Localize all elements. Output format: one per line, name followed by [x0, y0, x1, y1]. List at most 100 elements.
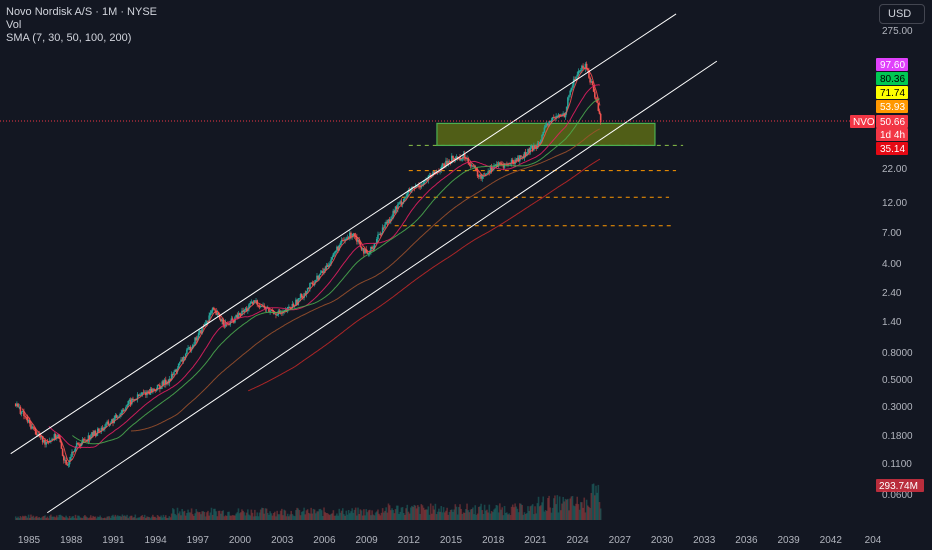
candle-body: [119, 413, 121, 417]
volume-bar: [528, 510, 530, 520]
candle-body: [332, 253, 335, 258]
candle-body: [307, 287, 310, 289]
candle-body: [295, 299, 297, 306]
volume-bar: [352, 512, 355, 520]
candle-body: [557, 114, 560, 117]
volume-bar: [203, 511, 206, 520]
volume-bar: [500, 509, 502, 520]
volume-bar: [169, 517, 172, 520]
candle-body: [87, 435, 90, 442]
candle-body: [350, 232, 352, 238]
volume-bar: [221, 511, 223, 520]
candle-body: [78, 443, 80, 446]
volume-bar: [225, 515, 228, 520]
candle-body: [534, 145, 536, 148]
time-axis[interactable]: 1985 1988 1991 1994 1997 2000 2003 2006 2009 2012…: [18, 535, 882, 546]
candle-body: [235, 314, 237, 318]
candle-body: [529, 147, 532, 153]
volume-bar: [33, 517, 36, 520]
volume-bar: [26, 517, 29, 520]
volume-bar: [277, 514, 280, 520]
volume-bar: [399, 511, 402, 520]
time-tick-label: 2027: [609, 535, 632, 546]
candle-body: [517, 157, 520, 162]
candle-body: [25, 416, 28, 418]
volume-bar: [21, 515, 24, 520]
volume-bar: [206, 512, 208, 520]
candle-body: [51, 438, 53, 441]
volume-bar: [439, 511, 441, 520]
candle-body: [116, 417, 119, 418]
candle-body: [552, 117, 555, 118]
candle-body: [58, 434, 60, 439]
volume-bar: [306, 509, 309, 520]
volume-indicator-label: Vol: [6, 19, 22, 31]
volume-bar: [407, 511, 410, 520]
time-tick-label: 204: [865, 535, 882, 546]
candle-body: [105, 423, 107, 428]
candle-body: [148, 392, 151, 395]
volume-bar: [341, 508, 344, 520]
time-tick-label: 2003: [271, 535, 294, 546]
candle-body: [598, 110, 601, 114]
volume-bar: [289, 514, 291, 520]
volume-bar: [324, 512, 326, 520]
volume-bar: [181, 508, 183, 520]
volume-bar: [145, 518, 147, 520]
volume-bar: [366, 512, 369, 520]
volume-bar: [441, 512, 444, 520]
candle-body: [220, 318, 222, 322]
candle-body: [150, 388, 153, 393]
volume-bar: [332, 510, 335, 520]
volume-bar: [351, 508, 353, 520]
candle-body: [387, 219, 390, 224]
candle-body: [112, 419, 114, 424]
volume-bar: [18, 518, 21, 520]
volume-bar: [290, 510, 293, 520]
volume-bar: [475, 514, 478, 520]
volume-bar: [361, 515, 364, 520]
volume-bar: [418, 506, 420, 520]
volume-bar: [503, 505, 506, 520]
candle-body: [128, 399, 131, 402]
candle-body: [400, 201, 403, 205]
channel-lower-line[interactable]: [47, 60, 718, 514]
volume-bar: [283, 509, 285, 520]
candle-body: [19, 406, 22, 414]
candle-body: [422, 181, 425, 185]
volume-bar: [74, 514, 77, 520]
volume-bar: [388, 505, 391, 520]
candle-body: [571, 85, 574, 88]
volume-bar: [41, 516, 44, 520]
volume-bar: [189, 512, 192, 520]
volume-bar: [557, 512, 560, 520]
candle-body: [414, 186, 417, 189]
candle-body: [210, 311, 213, 313]
candle-body: [379, 234, 382, 235]
price-axis[interactable]: 275.00 22.00 12.00 7.00 4.00 2.40 1.40 0.8000 0.…: [882, 26, 913, 501]
volume-bar: [77, 515, 79, 520]
volume-bar: [150, 516, 153, 520]
volume-bar: [96, 516, 99, 520]
volume-bar: [542, 496, 545, 520]
candle-body: [479, 174, 481, 177]
candle-body: [37, 433, 39, 435]
channel-upper-line[interactable]: [10, 13, 677, 455]
volume-bar: [149, 518, 152, 520]
candle-body: [486, 173, 488, 174]
volume-bar: [390, 510, 392, 520]
candle-body: [36, 434, 38, 436]
candle-body: [371, 246, 373, 249]
candle-body: [207, 321, 209, 323]
currency-button[interactable]: USD: [879, 4, 925, 24]
candle-body: [325, 265, 328, 270]
candle-body: [304, 293, 307, 295]
price-tick-label: 0.0600: [882, 490, 913, 501]
candle-body: [341, 239, 344, 241]
candle-body: [248, 304, 250, 309]
price-label-box: [876, 128, 908, 141]
volume-bar: [325, 512, 328, 520]
candle-body: [425, 179, 427, 181]
volume-bar: [170, 513, 173, 520]
